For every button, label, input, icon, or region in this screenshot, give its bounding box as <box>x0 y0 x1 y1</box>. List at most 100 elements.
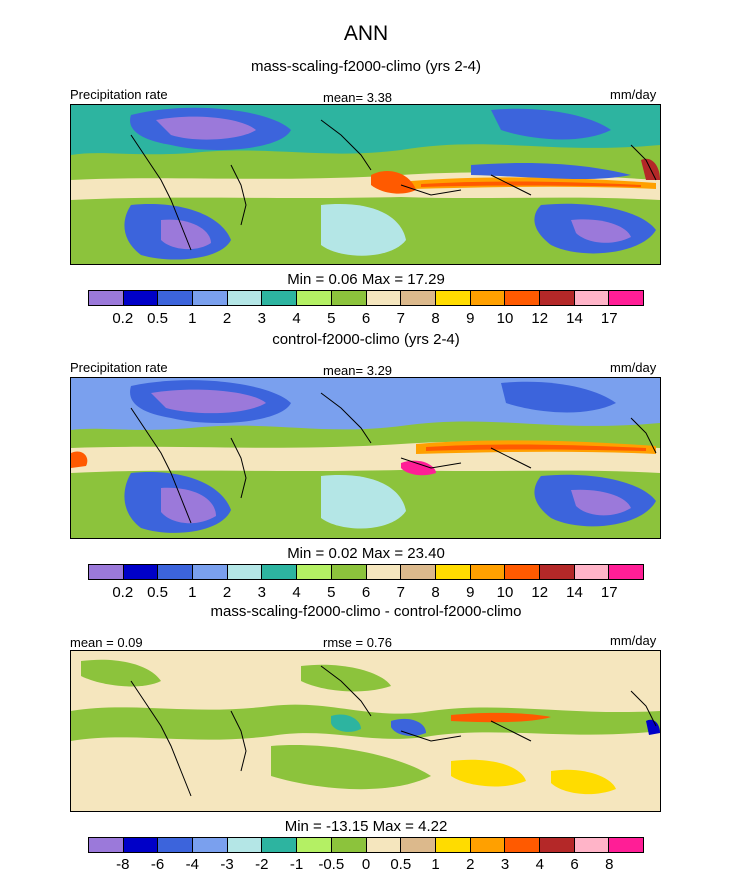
panel-3-right-label: mm/day <box>610 633 657 648</box>
colorbar-swatch <box>193 291 228 305</box>
colorbar-tick-label: 5 <box>327 310 336 327</box>
colorbar-tick-label: 9 <box>466 584 475 601</box>
colorbar-tick-label: -2 <box>255 856 269 873</box>
colorbar-swatch <box>609 565 643 579</box>
panel-2-map <box>70 377 661 539</box>
colorbar-swatch <box>262 565 298 579</box>
colorbar-swatch <box>331 838 367 852</box>
colorbar-tick-label: 14 <box>566 310 583 327</box>
colorbar-swatch <box>505 565 540 579</box>
colorbar-swatch <box>227 565 263 579</box>
colorbar-tick-label: -3 <box>220 856 234 873</box>
colorbar-tick-label: 0.2 <box>112 310 134 327</box>
panel-3-colorbar-ticks: -8 -6 -4 -3 -2 -1 -0.5 0 0.5 1 2 3 4 6 8 <box>88 856 644 874</box>
colorbar-swatch <box>123 291 159 305</box>
colorbar-tick-label: 17 <box>600 310 618 327</box>
colorbar-tick-label: 8 <box>431 310 440 327</box>
colorbar-tick-label: 0.5 <box>147 310 168 327</box>
colorbar-swatch <box>297 838 332 852</box>
colorbar-swatch <box>89 838 124 852</box>
panel-1-map-field <box>71 105 660 264</box>
panel-3-minmax: Min = -13.15 Max = 4.22 <box>284 818 448 835</box>
panel-2-subtitle: control-f2000-climo (yrs 2-4) <box>272 331 460 348</box>
colorbar-swatch <box>331 565 367 579</box>
colorbar-swatch <box>123 565 159 579</box>
colorbar-tick-label: -0.5 <box>318 856 345 873</box>
panel-3-left-label: mean = 0.09 <box>70 635 143 650</box>
colorbar-tick-label: 0.5 <box>390 856 412 873</box>
colorbar-tick-label: 6 <box>570 856 579 873</box>
colorbar-tick-label: 4 <box>535 856 544 873</box>
colorbar-tick-label: 7 <box>396 310 405 327</box>
colorbar-tick-label: 0.2 <box>112 584 134 601</box>
colorbar-swatch <box>435 565 471 579</box>
colorbar-tick-label: -4 <box>185 856 199 873</box>
colorbar-tick-label: 4 <box>292 584 301 601</box>
colorbar-swatch <box>158 565 194 579</box>
colorbar-swatch <box>470 291 506 305</box>
colorbar-tick-label: 2 <box>222 310 232 327</box>
colorbar-tick-label: 1 <box>188 310 197 327</box>
colorbar-tick-label: 2 <box>466 856 475 873</box>
colorbar-swatch <box>297 565 332 579</box>
colorbar-tick-label: 6 <box>361 310 371 327</box>
panel-2-left-label: Precipitation rate <box>70 360 168 375</box>
panel-3-subtitle: mass-scaling-f2000-climo - control-f2000… <box>210 603 522 620</box>
colorbar-swatch <box>89 291 124 305</box>
colorbar-swatch <box>158 838 194 852</box>
colorbar-tick-label: 8 <box>605 856 614 873</box>
colorbar-tick-label: -6 <box>150 856 165 873</box>
colorbar-tick-label: 1 <box>431 856 440 873</box>
colorbar-tick-label: -8 <box>116 856 130 873</box>
colorbar-swatch <box>539 838 575 852</box>
colorbar-swatch <box>227 291 263 305</box>
colorbar-swatch <box>366 291 402 305</box>
colorbar-swatch <box>227 838 263 852</box>
colorbar-swatch <box>505 838 540 852</box>
colorbar-tick-label: 2 <box>222 584 232 601</box>
colorbar-swatch <box>401 291 436 305</box>
colorbar-swatch <box>609 838 643 852</box>
panel-1-center-label: mean= 3.38 <box>323 90 393 105</box>
colorbar-swatch <box>435 838 471 852</box>
panel-1-right-label: mm/day <box>610 87 657 102</box>
colorbar-swatch <box>574 291 610 305</box>
colorbar-tick-label: 1 <box>188 584 197 601</box>
figure-title: ANN <box>343 22 389 45</box>
colorbar-tick-label: 0.5 <box>147 584 168 601</box>
colorbar-swatch <box>609 291 643 305</box>
colorbar-tick-label: 8 <box>431 584 440 601</box>
colorbar-tick-label: 14 <box>566 584 583 601</box>
panel-3-map <box>70 650 661 812</box>
colorbar-swatch <box>193 565 228 579</box>
colorbar-swatch <box>366 565 402 579</box>
colorbar-tick-label: 12 <box>531 584 549 601</box>
colorbar-tick-label: -1 <box>289 856 304 873</box>
colorbar-tick-label: 3 <box>257 584 266 601</box>
panel-2-map-field <box>71 378 660 538</box>
colorbar-tick-label: 3 <box>257 310 266 327</box>
panel-1-subtitle: mass-scaling-f2000-climo (yrs 2-4) <box>250 58 482 75</box>
colorbar-swatch <box>539 291 575 305</box>
colorbar-swatch <box>297 291 332 305</box>
colorbar-tick-label: 0 <box>361 856 371 873</box>
colorbar-tick-label: 6 <box>361 584 371 601</box>
panel-2-colorbar <box>88 564 644 580</box>
colorbar-tick-label: 3 <box>500 856 510 873</box>
colorbar-tick-label: 4 <box>292 310 301 327</box>
colorbar-swatch <box>401 838 436 852</box>
panel-1-minmax: Min = 0.06 Max = 17.29 <box>287 271 445 288</box>
colorbar-swatch <box>470 565 506 579</box>
colorbar-swatch <box>505 291 540 305</box>
colorbar-tick-label: 17 <box>600 584 618 601</box>
panel-1-left-label: Precipitation rate <box>70 87 168 102</box>
colorbar-swatch <box>193 838 228 852</box>
colorbar-swatch <box>574 565 610 579</box>
panel-1-map <box>70 104 661 265</box>
colorbar-tick-label: 12 <box>531 310 549 327</box>
panel-3-colorbar <box>88 837 644 853</box>
colorbar-swatch <box>331 291 367 305</box>
panel-2-minmax: Min = 0.02 Max = 23.40 <box>287 545 445 562</box>
colorbar-swatch <box>539 565 575 579</box>
colorbar-swatch <box>574 838 610 852</box>
